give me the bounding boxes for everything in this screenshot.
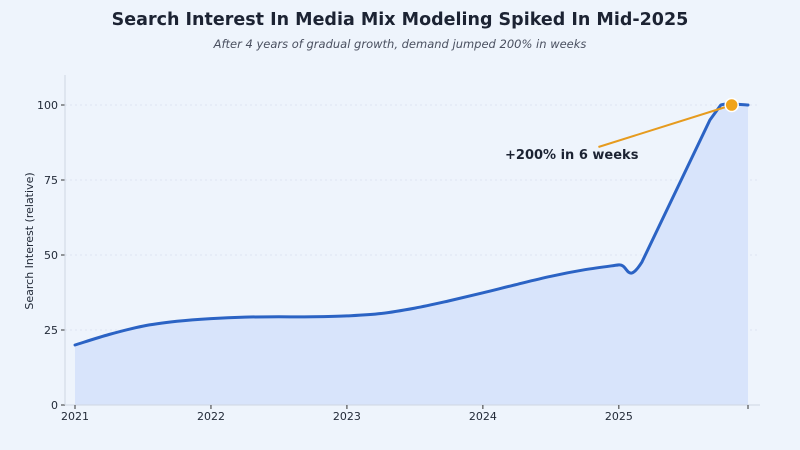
annotation-layer: +200% in 6 weeks [505, 97, 739, 163]
y-tick-label: 100 [37, 99, 58, 112]
axes: 0 25 50 75 100 2021 2022 2023 2024 2025 [37, 75, 760, 423]
y-tick-label: 50 [44, 249, 58, 262]
chart-subtitle: After 4 years of gradual growth, demand … [213, 37, 587, 51]
area-fill-layer [75, 103, 748, 405]
annotation-marker [724, 97, 739, 113]
chart-title: Search Interest In Media Mix Modeling Sp… [111, 10, 689, 30]
x-tick-label: 2021 [61, 410, 89, 423]
x-tick-label: 2022 [197, 410, 225, 423]
series-line-layer [73, 102, 750, 347]
y-tick-label: 25 [44, 324, 58, 337]
x-tick-label: 2025 [605, 410, 633, 423]
y-axis-label: Search Interest (relative) [23, 172, 36, 309]
annotation-arrow [598, 106, 726, 148]
y-tick-label: 0 [51, 399, 58, 412]
x-tick-label: 2024 [469, 410, 497, 423]
annotation-label: +200% in 6 weeks [505, 148, 639, 163]
y-tick-label: 75 [44, 174, 58, 187]
x-tick-label: 2023 [333, 410, 361, 423]
series-line [73, 102, 750, 347]
series-area [75, 103, 748, 405]
